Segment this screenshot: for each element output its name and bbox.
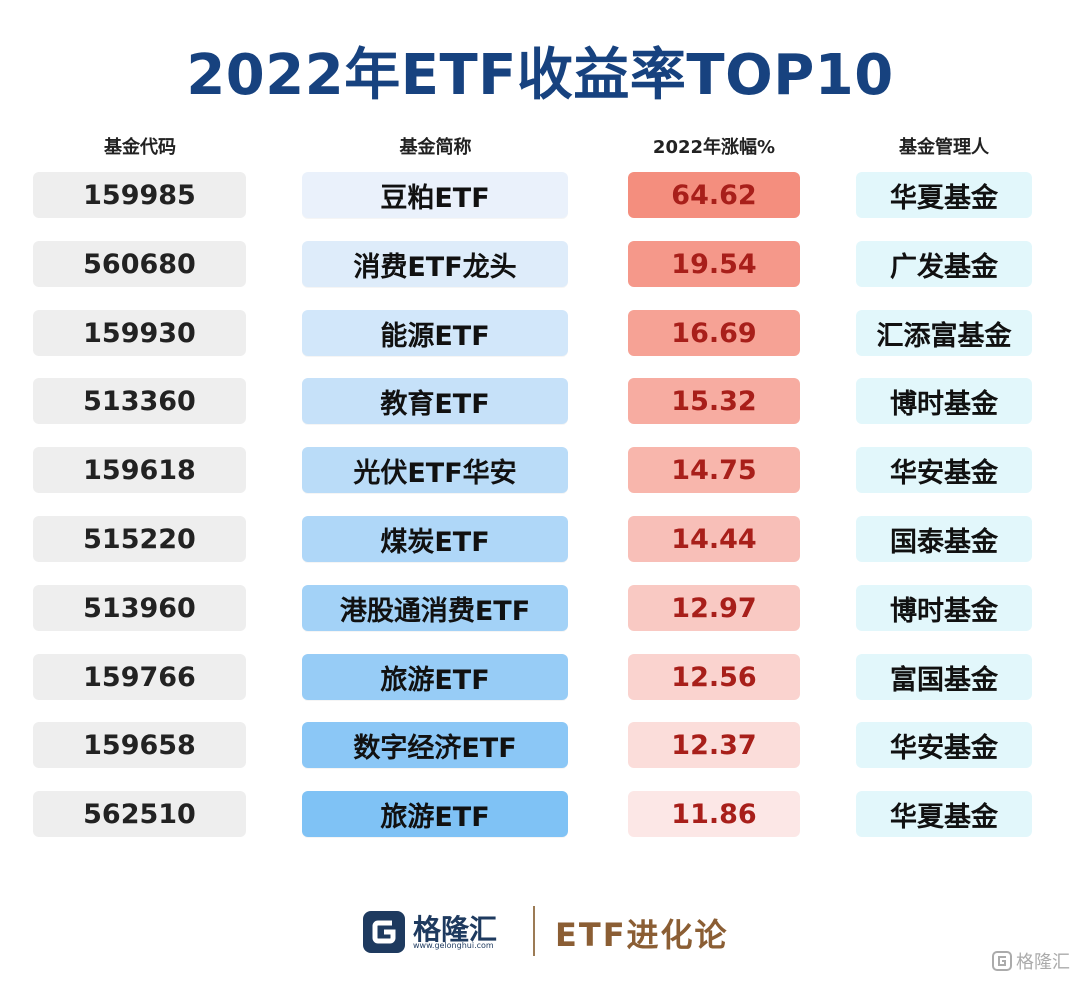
fund-name-cell: 煤炭ETF <box>302 516 568 562</box>
fund-return-cell: 12.97 <box>628 585 800 631</box>
gelonghui-logo-icon <box>363 911 405 953</box>
fund-code-cell: 515220 <box>33 516 246 562</box>
fund-name-cell: 能源ETF <box>302 310 568 356</box>
fund-name-cell: 教育ETF <box>302 378 568 424</box>
header-return: 2022年涨幅% <box>652 137 776 158</box>
fund-manager-cell: 博时基金 <box>856 585 1032 631</box>
footer-divider <box>533 906 535 956</box>
footer: 格隆汇 www.gelonghui.com ETF进化论 <box>0 900 1080 960</box>
fund-return-cell: 14.44 <box>628 516 800 562</box>
fund-name-cell: 光伏ETF华安 <box>302 447 568 493</box>
header-code: 基金代码 <box>104 137 176 158</box>
fund-name-cell: 旅游ETF <box>302 654 568 700</box>
fund-return-cell: 15.32 <box>628 378 800 424</box>
fund-code-cell: 513360 <box>33 378 246 424</box>
fund-code-cell: 159766 <box>33 654 246 700</box>
fund-name-cell: 旅游ETF <box>302 791 568 837</box>
fund-manager-cell: 汇添富基金 <box>856 310 1032 356</box>
fund-manager-cell: 广发基金 <box>856 241 1032 287</box>
fund-code-cell: 562510 <box>33 791 246 837</box>
fund-code-cell: 159985 <box>33 172 246 218</box>
fund-manager-cell: 华夏基金 <box>856 172 1032 218</box>
brand-text: ETF进化论 <box>555 916 729 954</box>
watermark: 格隆汇 <box>992 948 1070 974</box>
fund-return-cell: 64.62 <box>628 172 800 218</box>
fund-manager-cell: 博时基金 <box>856 378 1032 424</box>
fund-return-cell: 11.86 <box>628 791 800 837</box>
fund-code-cell: 159618 <box>33 447 246 493</box>
watermark-logo-icon <box>992 951 1012 971</box>
fund-manager-cell: 华夏基金 <box>856 791 1032 837</box>
watermark-text: 格隆汇 <box>1016 952 1070 973</box>
fund-name-cell: 豆粕ETF <box>302 172 568 218</box>
fund-manager-cell: 华安基金 <box>856 722 1032 768</box>
fund-return-cell: 14.75 <box>628 447 800 493</box>
fund-return-cell: 19.54 <box>628 241 800 287</box>
header-manager: 基金管理人 <box>899 137 989 158</box>
fund-name-cell: 消费ETF龙头 <box>302 241 568 287</box>
logo-url: www.gelonghui.com <box>413 941 494 950</box>
fund-return-cell: 12.56 <box>628 654 800 700</box>
logo-text: 格隆汇 <box>413 913 498 946</box>
header-name: 基金简称 <box>399 137 472 158</box>
fund-code-cell: 513960 <box>33 585 246 631</box>
fund-code-cell: 560680 <box>33 241 246 287</box>
fund-code-cell: 159658 <box>33 722 246 768</box>
fund-manager-cell: 富国基金 <box>856 654 1032 700</box>
page-title: 2022年ETF收益率TOP10 <box>186 43 894 108</box>
fund-manager-cell: 华安基金 <box>856 447 1032 493</box>
fund-name-cell: 港股通消费ETF <box>302 585 568 631</box>
fund-code-cell: 159930 <box>33 310 246 356</box>
fund-manager-cell: 国泰基金 <box>856 516 1032 562</box>
fund-return-cell: 16.69 <box>628 310 800 356</box>
fund-name-cell: 数字经济ETF <box>302 722 568 768</box>
fund-return-cell: 12.37 <box>628 722 800 768</box>
